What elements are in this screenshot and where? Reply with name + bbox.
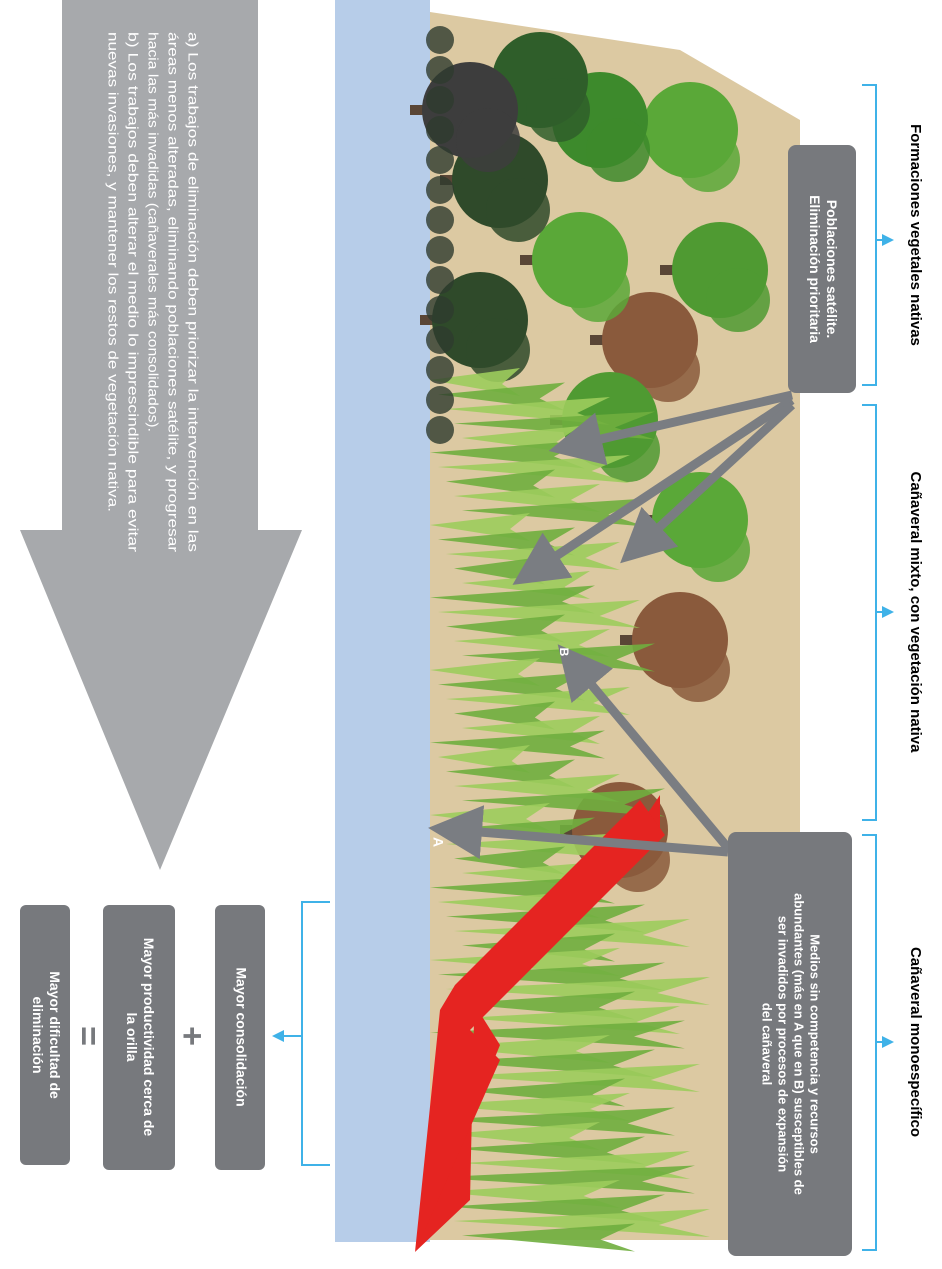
brackets <box>272 84 894 1251</box>
shrub <box>426 176 454 204</box>
callout-text: del cañaveral <box>760 1003 775 1085</box>
guidance-text: a) Los trabajos de eliminación deben pri… <box>185 32 201 552</box>
pointers <box>428 390 796 860</box>
reed <box>454 1064 700 1092</box>
zone-label: Cañaveral monoespecífico <box>907 947 924 1137</box>
shrub <box>426 266 454 294</box>
reed <box>430 1165 695 1194</box>
shrub <box>426 146 454 174</box>
tree-crown <box>526 78 590 142</box>
shrub <box>426 206 454 234</box>
zone-label: Cañaveral mixto, con vegetación nativa <box>907 472 924 754</box>
guidance-text: áreas menos alteradas, eliminando poblac… <box>165 32 181 552</box>
tree-crown <box>686 518 750 582</box>
shrub <box>426 56 454 84</box>
tree-crown <box>466 318 530 382</box>
callout-text: Poblaciones satélite. <box>824 200 840 339</box>
shrub <box>426 236 454 264</box>
equation-text: eliminación <box>30 996 46 1073</box>
pointer <box>548 390 794 466</box>
callout-text: Eliminación prioritaria <box>807 195 823 343</box>
equation-box <box>103 905 175 1170</box>
point-label: A <box>430 837 446 847</box>
tree-crown <box>666 638 730 702</box>
callout-text-group: Poblaciones satélite.Eliminación priorit… <box>807 195 840 343</box>
pointer <box>428 805 729 860</box>
equation-operator-group: = <box>69 1026 107 1046</box>
callout-box <box>788 145 856 393</box>
bracket <box>862 84 877 386</box>
reed <box>462 788 665 817</box>
reed <box>430 730 605 759</box>
guidance-text: nuevas invasiones, y mantener los restos… <box>105 32 121 512</box>
reed <box>446 977 710 1005</box>
tree-crown <box>566 258 630 322</box>
point-label: B <box>557 648 571 657</box>
guidance-arrow <box>20 0 302 870</box>
equation-text: la orilla <box>124 1012 140 1061</box>
shrub <box>426 86 454 114</box>
shrub <box>426 416 454 444</box>
point-label-group: A <box>430 837 446 847</box>
bracket <box>301 901 330 1166</box>
zone-label-group: Cañaveral mixto, con vegetación nativa <box>907 472 924 754</box>
shrub <box>426 116 454 144</box>
zone-label-group: Cañaveral monoespecífico <box>907 947 924 1137</box>
pointer <box>557 644 732 851</box>
bracket <box>862 404 877 821</box>
shrub <box>426 26 454 54</box>
shrub <box>426 386 454 414</box>
tree-crown <box>706 268 770 332</box>
bracket <box>862 834 877 1251</box>
guidance-text-group: a) Los trabajos de eliminación deben pri… <box>105 32 201 552</box>
reed <box>454 1209 710 1237</box>
equation-operator: + <box>173 1026 211 1046</box>
callout-text: abundantes (más en A que en B) susceptib… <box>792 893 807 1195</box>
zone-label-group: Formaciones vegetales nativas <box>907 124 924 346</box>
callout-text: Medios sin competencia y recursos <box>808 934 823 1154</box>
pointer <box>620 401 796 564</box>
shrub <box>426 356 454 384</box>
shrub <box>426 296 454 324</box>
reed <box>454 919 690 947</box>
reed <box>430 1020 685 1049</box>
reed <box>462 1223 635 1252</box>
callout-text-group: Medios sin competencia y recursosabundan… <box>760 893 823 1195</box>
point-label-group: B <box>557 648 571 657</box>
tree-crown <box>586 118 650 182</box>
reed <box>462 498 645 527</box>
equation-text: Mayor consolidación <box>233 967 249 1106</box>
equation-box <box>20 905 70 1165</box>
guidance-text: b) Los trabajos deben alterar el medio l… <box>125 32 141 552</box>
equation-operator: = <box>69 1026 107 1046</box>
shrub <box>426 326 454 354</box>
equation-text-group: Mayor consolidación <box>233 967 249 1106</box>
pointer <box>512 396 795 585</box>
callout-text: ser invadidos por procesos de expansión <box>776 916 791 1173</box>
equation-text: Mayor productividad cerca de <box>141 938 157 1137</box>
equation-box <box>215 905 265 1170</box>
water <box>335 0 430 1242</box>
tree-crown <box>456 108 520 172</box>
callout-box <box>728 832 852 1256</box>
tree-crown <box>636 338 700 402</box>
tree-crown <box>676 128 740 192</box>
zone-label: Formaciones vegetales nativas <box>907 124 924 346</box>
reed <box>438 1107 675 1136</box>
reed <box>438 600 640 628</box>
equation-text: Mayor dificultad de <box>47 971 63 1099</box>
tree-crown <box>486 178 550 242</box>
equation-operator-group: + <box>173 1026 211 1046</box>
guidance-text: hacia las más invadidas (cañaverales más… <box>145 32 161 432</box>
